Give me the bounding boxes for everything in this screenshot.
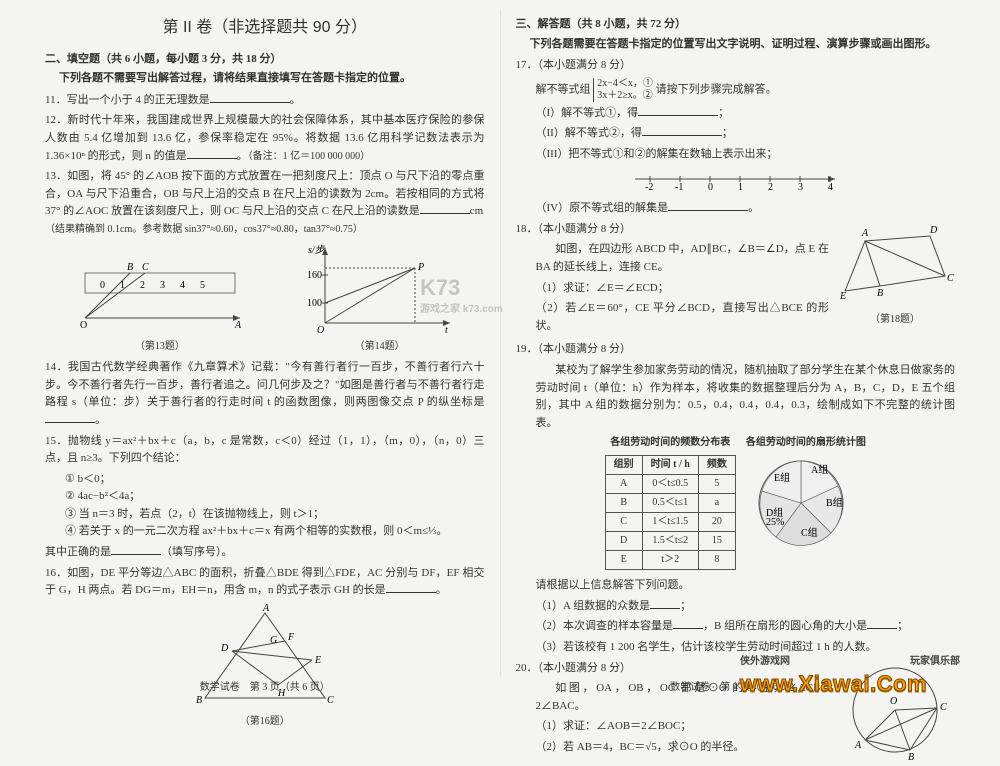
freq-table-wrap: 各组劳动时间的频数分布表 组别时间 t / h频数 A0＜t≤0.55 B0.5…: [605, 435, 736, 574]
svg-text:-1: -1: [675, 182, 683, 191]
fig20: O A B C: [840, 660, 955, 766]
svg-text:E组: E组: [774, 471, 790, 484]
svg-text:O: O: [80, 320, 87, 331]
section2-sub: 下列各题不需要写出解答过程，请将结果直接填写在答题卡指定的位置。: [59, 70, 485, 88]
blank-q14: [45, 413, 95, 423]
svg-text:s/步: s/步: [308, 244, 326, 256]
fig16: A B C D E F G H （第16题）: [45, 603, 485, 731]
q17-head: 17．（本小题满分 8 分）: [516, 57, 956, 75]
q11: 11．写出一个小于 4 的正无理数是。: [45, 92, 485, 110]
svg-text:0: 0: [708, 182, 713, 191]
q17-2: （II）解不等式②，得；: [536, 125, 956, 143]
svg-text:0: 0: [100, 280, 105, 291]
svg-text:C组: C组: [801, 526, 818, 539]
svg-text:D: D: [929, 225, 938, 236]
page-container: 第 II 卷（非选择题共 90 分） 二、填空题（共 6 小题，每小题 3 分，…: [0, 0, 1000, 706]
svg-text:C: C: [142, 262, 149, 273]
svg-text:B: B: [908, 752, 914, 760]
q15: 15．抛物线 y＝ax²＋bx＋c（a，b，c 是常数，c＜0）经过（1，1），…: [45, 433, 485, 468]
q17-1: （I）解不等式①，得；: [536, 105, 956, 123]
page-3: 第 II 卷（非选择题共 90 分） 二、填空题（共 6 小题，每小题 3 分，…: [30, 10, 501, 676]
svg-text:-2: -2: [645, 182, 653, 191]
fig18: E A D C B （第18题）: [835, 221, 955, 329]
q12: 12．新时代十年来，我国建成世界上规模最大的社会保障体系，其中基本医疗保险的参保…: [45, 112, 485, 165]
svg-text:G: G: [270, 635, 277, 646]
q19-head: 19．（本小题满分 8 分）: [516, 341, 956, 359]
q19-3: （3）若该校有 1 200 名学生，估计该校学生劳动时间超过 1 h 的人数。: [536, 639, 956, 657]
svg-text:A: A: [854, 740, 862, 751]
svg-text:B组: B组: [826, 496, 843, 509]
q19-req: 请根据以上信息解答下列问题。: [536, 577, 956, 595]
q15-opt1: ① b＜0；: [65, 471, 485, 489]
svg-text:B: B: [196, 695, 202, 706]
q15-tail: 其中正确的是（填写序号）。: [45, 544, 485, 562]
svg-text:F: F: [287, 632, 295, 643]
blank-q16: [386, 583, 436, 593]
fig14: 100 160 P s/步 t O （第14题）: [305, 243, 455, 356]
svg-text:A: A: [262, 603, 270, 614]
page-num-3: 数学试卷 第 3 页（共 6 页）: [30, 680, 500, 696]
q15-opt2: ② 4ac−b²＜4a；: [65, 488, 485, 506]
q19-figs: 各组劳动时间的频数分布表 组别时间 t / h频数 A0＜t≤0.55 B0.5…: [516, 435, 956, 574]
fig13: O B C A 012 345 （第13题）: [75, 253, 245, 356]
section3-sub: 下列各题需要在答题卡指定的位置写出文字说明、证明过程、演算步骤或画出图形。: [530, 36, 956, 54]
part2-title: 第 II 卷（非选择题共 90 分）: [45, 15, 485, 41]
svg-text:4: 4: [180, 280, 185, 291]
svg-text:B: B: [127, 262, 133, 273]
q15-opt4: ④ 若关于 x 的一元二次方程 ax²＋bx＋c＝x 有两个相等的实数根，则 0…: [65, 523, 485, 541]
svg-text:3: 3: [160, 280, 165, 291]
q13: 13．如图，将 45° 的∠AOB 按下面的方式放置在一把刻度尺上：顶点 O 与…: [45, 168, 485, 238]
q17-4: （IV）原不等式组的解集是。: [536, 200, 956, 218]
page-num-4: 数学试卷 第 4 页（共 6 页）: [501, 680, 971, 696]
section2-head: 二、填空题（共 6 小题，每小题 3 分，共 18 分）: [45, 51, 485, 69]
svg-text:t: t: [445, 325, 448, 333]
svg-text:P: P: [417, 262, 424, 273]
svg-text:100: 100: [307, 298, 322, 309]
q19-2: （2）本次调查的样本容量是，B 组所在扇形的圆心角的大小是；: [536, 618, 956, 636]
svg-text:O: O: [317, 325, 324, 333]
svg-text:O: O: [890, 696, 897, 707]
page-4: 三、解答题（共 8 小题，共 72 分） 下列各题需要在答题卡指定的位置写出文字…: [501, 10, 971, 676]
svg-text:2: 2: [768, 182, 773, 191]
svg-text:B: B: [877, 288, 883, 299]
q15-opt3: ③ 当 n＝3 时，若点（2，t）在该抛物线上，则 t＞1；: [65, 506, 485, 524]
svg-text:160: 160: [307, 270, 322, 281]
svg-text:25%: 25%: [766, 517, 784, 528]
svg-text:3: 3: [798, 182, 803, 191]
svg-text:A组: A组: [811, 463, 828, 476]
pie-chart: 各组劳动时间的扇形统计图 A组 B组 C组 D组25% E组: [746, 435, 866, 558]
svg-text:5: 5: [200, 280, 205, 291]
svg-text:E: E: [314, 655, 321, 666]
svg-text:2: 2: [140, 280, 145, 291]
fig-row-13-14: O B C A 012 345 （第13题） 100: [45, 243, 485, 356]
svg-text:C: C: [940, 702, 947, 713]
section3-head: 三、解答题（共 8 小题，共 72 分）: [516, 16, 956, 34]
q16: 16．如图，DE 平分等边△ABC 的面积，折叠△BDE 得到△FDE，AC 分…: [45, 565, 485, 600]
svg-text:D: D: [220, 643, 229, 654]
q19-1: （1）A 组数据的众数是；: [536, 598, 956, 616]
svg-text:C: C: [327, 695, 334, 706]
svg-text:4: 4: [828, 182, 833, 191]
blank-q13: [420, 204, 470, 214]
svg-text:E: E: [839, 291, 846, 302]
q17-body: 解不等式组 2x−4＜x，① 3x＋2≥x。② 请按下列步骤完成解答。: [536, 78, 956, 102]
svg-text:A: A: [234, 320, 242, 331]
svg-text:1: 1: [738, 182, 743, 191]
q17-3: （III）把不等式①和②的解集在数轴上表示出来；: [536, 146, 956, 164]
blank-q12: [187, 149, 237, 159]
svg-text:1: 1: [120, 280, 125, 291]
svg-text:C: C: [947, 273, 954, 284]
blank-q11: [210, 93, 290, 103]
q14: 14．我国古代数学经典著作《九章算术》记载："今有善行者行一百步，不善行者行六十…: [45, 359, 485, 429]
svg-text:A: A: [861, 228, 869, 239]
freq-table: 组别时间 t / h频数 A0＜t≤0.55 B0.5＜t≤1a C1＜t≤1.…: [605, 455, 736, 570]
q19-body: 某校为了解学生参加家务劳动的情况，随机抽取了部分学生在某个休息日做家务的劳动时间…: [536, 362, 956, 432]
q17-numberline: -2 -1 0 1 2 3 4: [516, 167, 956, 198]
